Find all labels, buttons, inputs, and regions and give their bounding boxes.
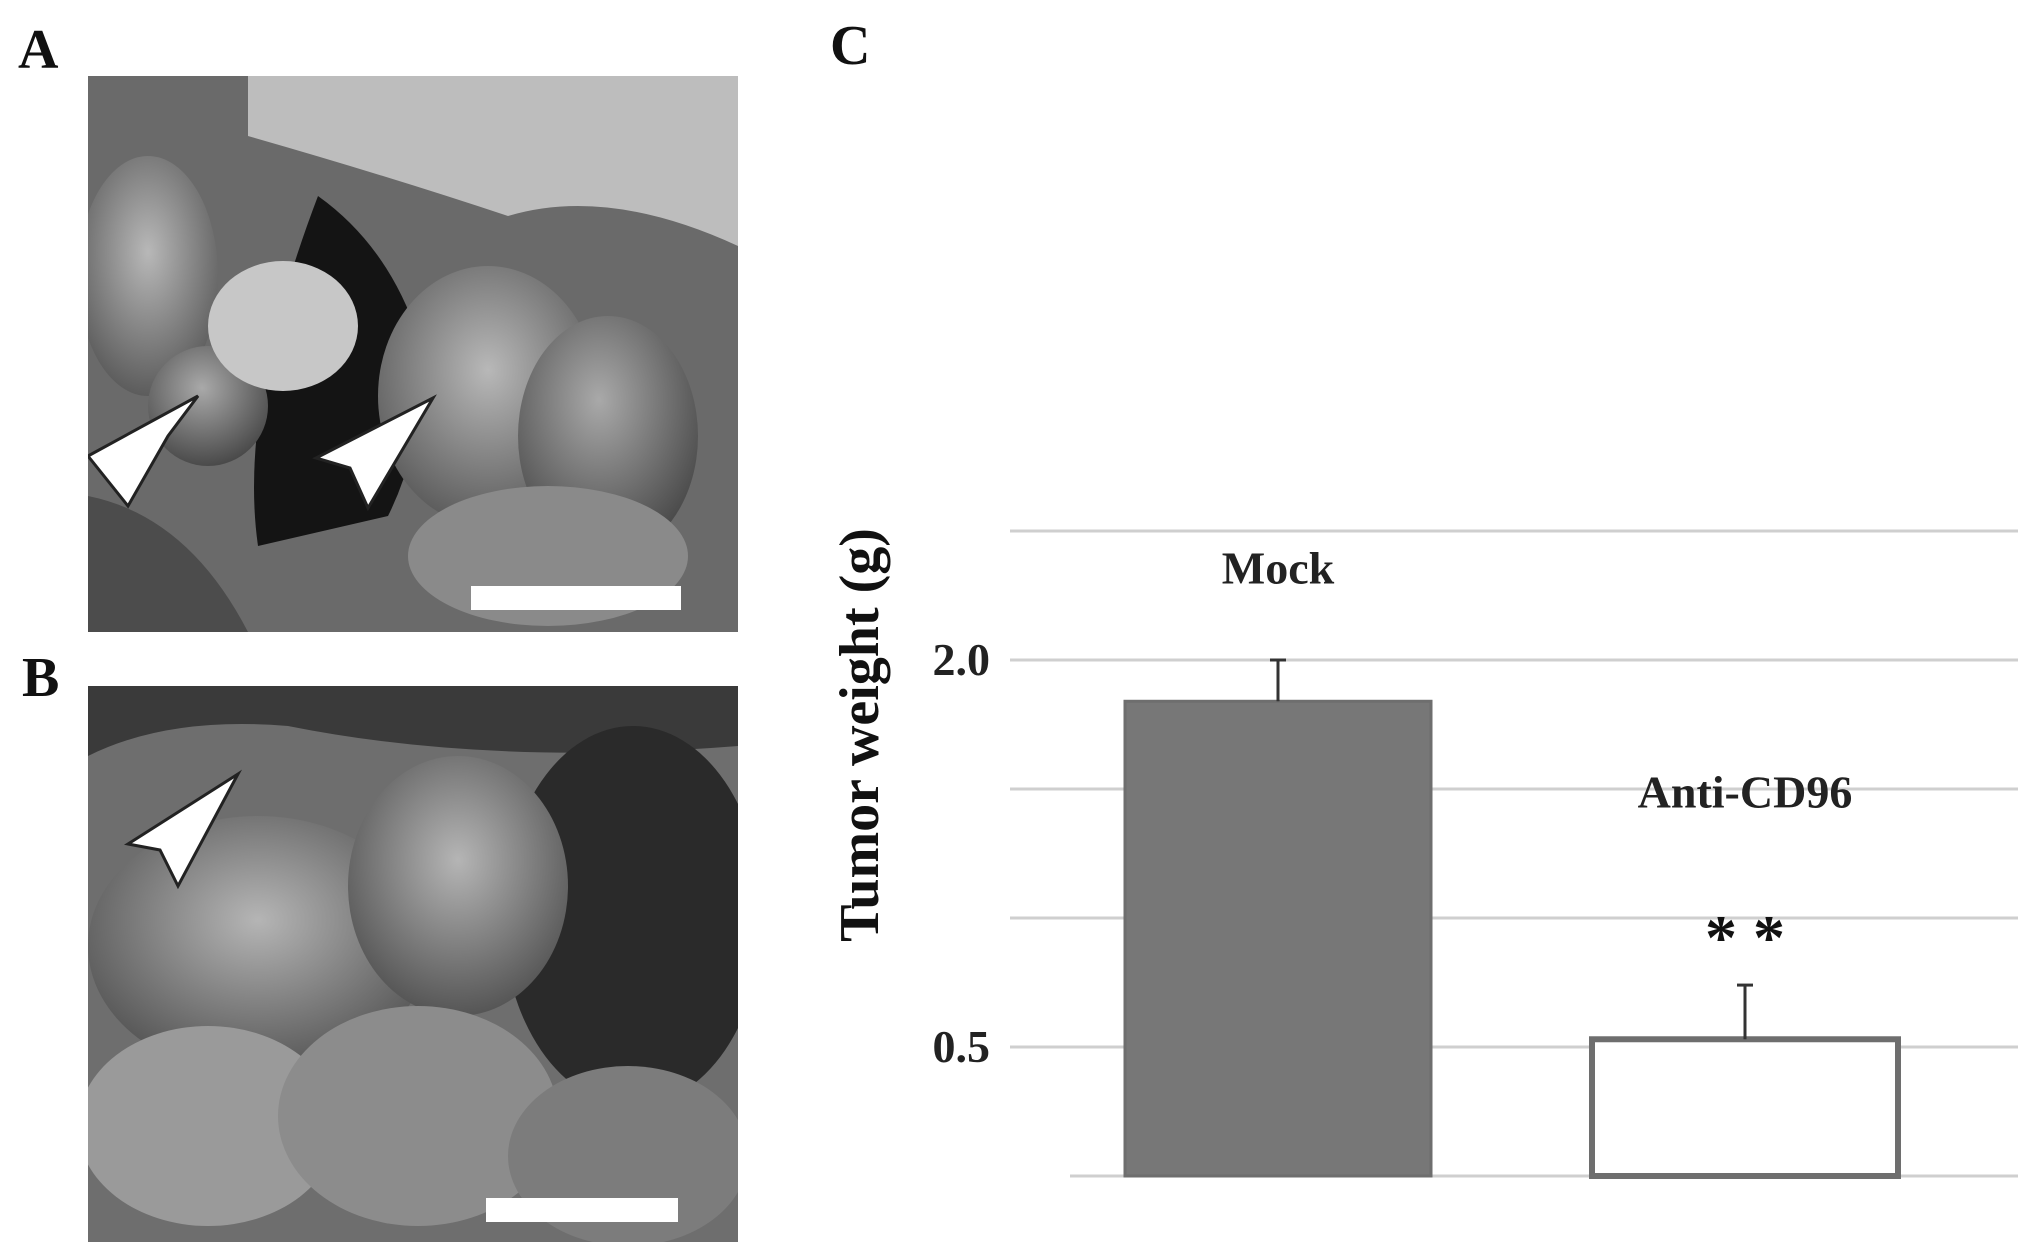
photo-b-arrowhead [123, 769, 243, 890]
chart-y-ticks: 0.5 2.0 [933, 634, 991, 1072]
chart-bar-labels: Mock Anti-CD96 * * [1222, 542, 1853, 973]
photo-b-intestine-loop [348, 756, 568, 1016]
significance-marker: * * [1705, 902, 1785, 973]
chart-error-bars [1270, 658, 1753, 1040]
photo-a-tumor-nodule [208, 261, 358, 391]
photo-b-intestine-loop [88, 1026, 338, 1226]
panel-b-label: B [22, 647, 60, 709]
photo-b-necropsy-image [88, 686, 738, 1242]
bar-label: Mock [1222, 542, 1335, 593]
photo-b-scale-bar [486, 1198, 678, 1222]
photo-a-arrowhead-1 [88, 394, 200, 509]
photo-b-drawing [88, 686, 738, 1242]
photo-b-intestine-loop [88, 816, 428, 1076]
photo-a-scale-bar [471, 586, 681, 610]
bar-label: Anti-CD96 [1638, 766, 1853, 817]
photo-a-arrowhead-2 [311, 394, 437, 512]
panel-c-label: C [830, 15, 871, 77]
photo-b-liver [503, 726, 738, 1106]
photo-a-intestine-loop [88, 156, 218, 396]
photo-a-necropsy-image [88, 76, 738, 632]
photo-a-skin-flap [248, 76, 738, 246]
bar-mock [1123, 699, 1433, 1178]
photo-a-drawing [88, 76, 738, 632]
panel-a-label: A [18, 19, 59, 81]
chart-bars [1123, 699, 1901, 1180]
photo-a-tissue [88, 496, 248, 632]
y-axis-title: Tumor weight (g) [829, 528, 891, 942]
bar-anti-cd96 [1589, 1036, 1901, 1180]
y-tick-label: 2.0 [933, 634, 991, 685]
photo-b-skin-edge [88, 686, 738, 756]
photo-b-tissue [278, 1006, 558, 1226]
y-tick-label: 0.5 [933, 1021, 991, 1072]
